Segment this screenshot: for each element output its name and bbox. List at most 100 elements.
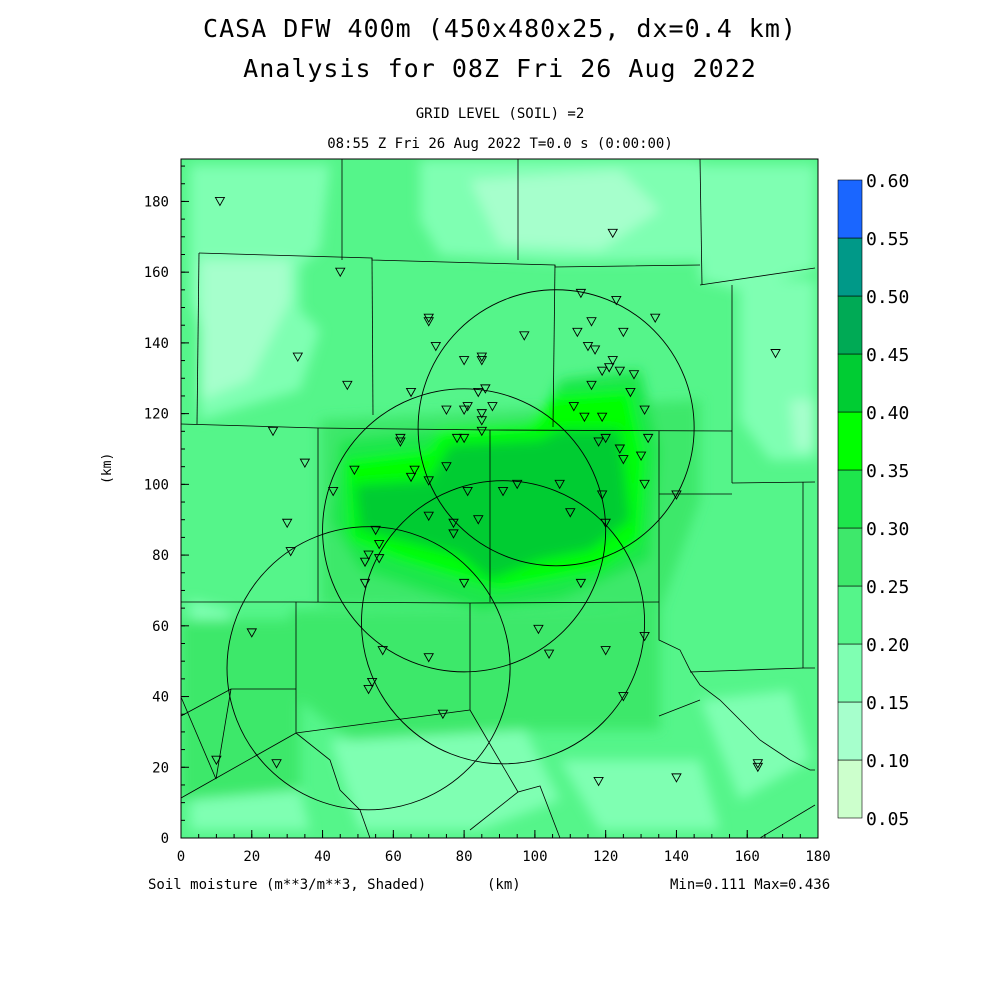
x-tick-label: 140 [664,849,689,865]
station-marker [487,402,498,412]
y-tick-label: 20 [152,760,169,776]
station-marker [543,649,555,660]
station-marker [476,426,488,437]
station-marker [476,409,488,419]
station-marker [405,472,417,483]
field-label: Soil moisture (m**3/m**3, Shaded) [148,877,427,893]
station-marker [639,479,650,490]
station-marker [299,458,311,469]
station-marker [458,578,470,589]
station-marker [423,317,434,327]
station-marker [214,196,226,207]
station-marker [458,433,470,444]
colorbar-label: 0.35 [866,461,909,482]
station-marker [395,433,406,444]
station-marker [327,486,339,497]
station-marker [511,479,523,490]
colorbar-segment [837,179,863,239]
station-marker [607,356,619,366]
station-marker [285,547,296,557]
station-marker [476,356,488,366]
station-marker [625,387,636,398]
colorbar-segment [837,759,863,819]
y-tick-label: 140 [144,336,169,352]
chart-title: CASA DFW 400m (450x480x25, dx=0.4 km) [203,14,797,43]
station-marker [448,518,459,529]
station-marker [334,267,346,278]
colorbar-label: 0.20 [866,635,909,656]
colorbar-segment [837,701,863,761]
colorbar-label: 0.25 [866,577,909,598]
grid-level-label: GRID LEVEL (SOIL) =2 [415,106,585,122]
y-tick-label: 40 [152,690,169,706]
colorbar-segment [837,295,863,355]
station-marker [267,426,279,437]
station-marker [770,349,781,359]
colorbar-segment [837,585,863,645]
station-marker [359,557,371,568]
x-tick-label: 20 [243,849,260,865]
y-axis: 0 20 40 60 80 100 120 140 160 180 [144,165,189,847]
station-marker [596,366,608,377]
station-marker [363,685,374,695]
station-marker [451,433,463,444]
station-marker [642,433,654,444]
station-marker [472,387,484,398]
station-marker [596,412,608,423]
station-markers [211,196,781,787]
station-marker [752,759,764,769]
x-tick-label: 160 [735,849,760,865]
station-marker [437,709,449,720]
station-marker [441,405,452,416]
time-label: 08:55 Z Fri 26 Aug 2022 T=0.0 s (0:00:00… [327,136,673,152]
station-marker [607,228,619,239]
y-tick-label: 160 [144,265,169,281]
station-marker [472,515,484,525]
station-marker [409,465,420,476]
colorbar-segment [837,643,863,703]
station-marker [423,476,434,486]
station-marker [618,455,629,465]
colorbar-label: 0.15 [866,693,909,714]
y-axis-label: (km) [100,452,115,484]
colorbar-label: 0.55 [866,229,909,250]
station-marker [635,451,647,461]
station-marker [370,525,381,536]
colorbar-label: 0.10 [866,751,909,772]
station-marker [593,437,604,447]
x-tick-label: 180 [805,849,830,865]
station-marker [589,345,601,355]
station-marker [600,518,611,529]
station-marker [271,759,282,769]
station-marker [603,363,615,373]
radar-ring-2 [361,480,646,765]
station-marker [476,416,488,426]
x-tick-label: 0 [177,849,185,865]
station-marker [752,762,764,773]
station-marker [342,380,353,391]
station-marker [359,578,371,589]
station-marker [554,479,565,490]
colorbar: 0.05 0.10 0.15 0.20 0.25 0.30 0.35 0.40 0.45 0.50… [837,171,909,830]
minmax-label: Min=0.111 Max=0.436 [670,877,831,893]
station-marker [395,437,406,447]
colorbar-label: 0.45 [866,345,909,366]
station-marker [292,352,304,362]
station-marker [671,490,682,500]
station-marker [649,313,661,324]
station-marker [246,628,258,638]
colorbar-label: 0.60 [866,171,909,192]
colorbar-segment [837,237,863,297]
station-marker [600,646,611,656]
station-marker [519,331,530,341]
station-marker [568,402,580,412]
colorbar-label: 0.30 [866,519,909,540]
radar-ring-1 [322,388,607,673]
station-marker [423,653,434,663]
chart-subtitle: Analysis for 08Z Fri 26 Aug 2022 [243,54,757,83]
y-tick-label: 100 [144,477,169,493]
station-marker [366,677,378,688]
station-marker [586,317,597,327]
colorbar-segment [837,469,863,529]
y-tick-label: 60 [152,619,169,635]
